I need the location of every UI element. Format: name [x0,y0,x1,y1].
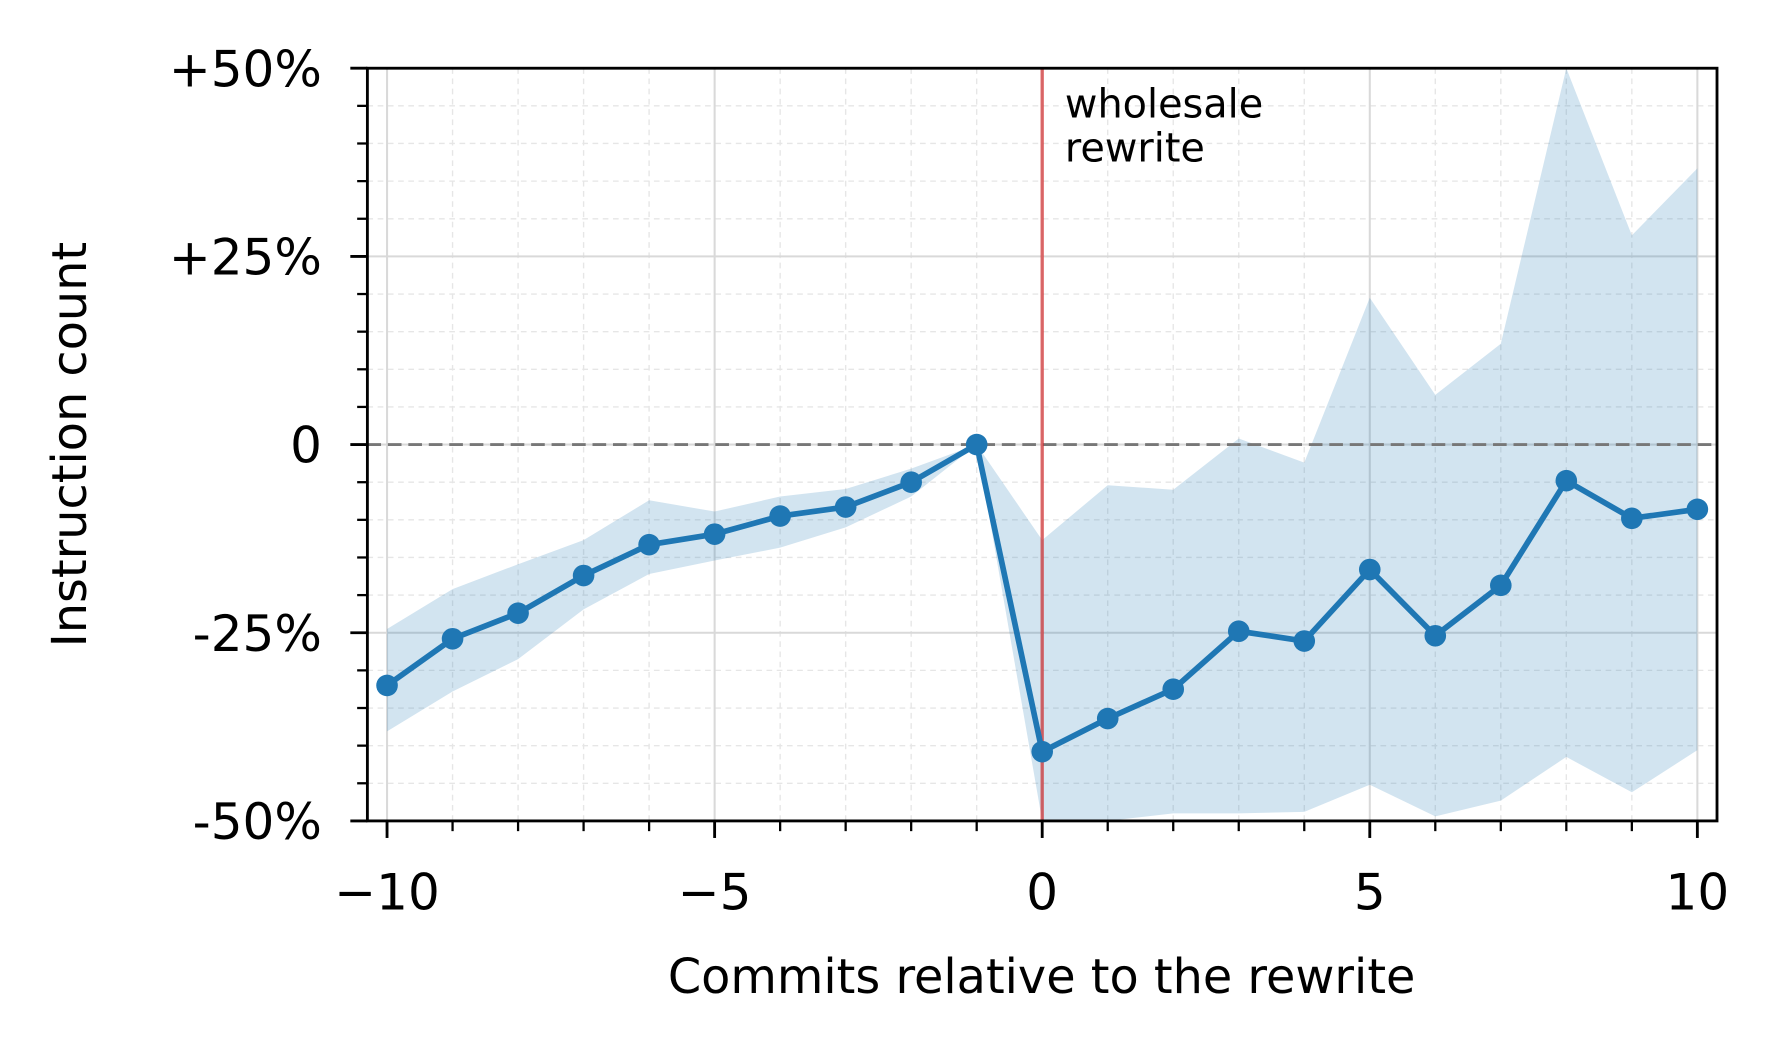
data-point [1490,574,1512,597]
data-point [638,533,660,556]
data-point [1096,707,1119,730]
confidence-band [387,68,1698,821]
data-point [1358,558,1381,581]
data-point [1424,624,1447,647]
y-tick-label: -50% [193,793,322,851]
data-point [1227,620,1250,643]
y-axis-label: Instruction count [43,242,98,647]
grid [367,67,1718,822]
x-tick-label: −5 [678,863,752,921]
data-point [441,627,464,650]
axes: −10 −5 0 5 10 -50% -25% 0 +25% +50% [169,40,1729,921]
data-point [1293,630,1316,652]
x-tick-label: 10 [1666,863,1730,921]
data-point [703,523,726,545]
data-point [376,674,398,697]
data-point [507,602,529,624]
y-tick-label: -25% [193,605,322,663]
data-point [965,433,988,456]
data-point [1555,469,1578,492]
x-tick-label: 5 [1354,863,1386,921]
data-point [572,564,595,587]
data-point [834,496,857,518]
data-point [1031,740,1054,763]
y-tick-label: 0 [290,417,322,475]
data-point [900,471,922,494]
x-tick-label: 0 [1026,863,1058,921]
data-point [769,505,791,527]
data-point [1621,507,1643,530]
plot-area [367,68,1718,821]
data-point [1162,678,1185,700]
y-tick-label: +50% [169,40,322,98]
y-tick-label: +25% [169,228,322,286]
annotation: wholesale [1065,81,1263,127]
x-tick-label: −10 [334,863,440,921]
annotation: rewrite [1065,126,1205,172]
data-point [1686,498,1709,521]
x-axis-label: Commits relative to the rewrite [668,950,1416,1005]
